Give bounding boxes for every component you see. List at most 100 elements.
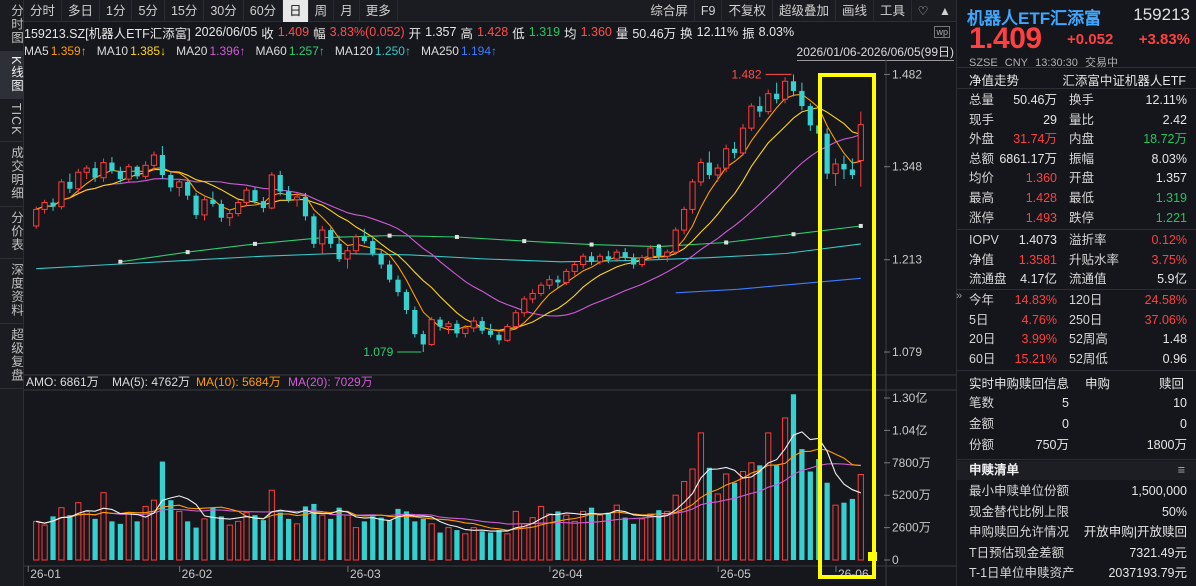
candle-body <box>445 323 452 328</box>
tab-kline-chart[interactable]: K线图 <box>0 51 24 99</box>
candle-body <box>361 236 367 242</box>
kline-chart[interactable]: 1.482 1.348 1.213 1.079 1.30亿 1.04亿 7800万 5200万… <box>24 60 956 586</box>
creation-list-row: 现金替代比例上限 50% <box>957 502 1196 523</box>
stat-value: 4.76% <box>1021 312 1057 327</box>
menu-icon[interactable]: ≡ <box>1177 463 1185 477</box>
amount-bar <box>344 514 351 561</box>
candle-body <box>790 81 797 91</box>
highlight-box <box>818 73 876 579</box>
candle-body <box>243 189 250 204</box>
period-intraday-button[interactable]: 分时 <box>24 0 63 22</box>
composite-screen-button[interactable]: 综合屏 <box>644 0 695 22</box>
candle-body <box>142 164 149 177</box>
candle-body <box>286 191 292 200</box>
amount-bar <box>142 505 149 561</box>
ma60-line <box>120 225 861 263</box>
amount-bar <box>370 516 376 560</box>
period-multiday-button[interactable]: 多日 <box>62 0 101 22</box>
rows2-row: 流通盘 4.17亿 流通值 5.9亿 <box>957 270 1196 289</box>
candle-body <box>706 162 712 175</box>
amount-bar <box>218 516 224 560</box>
amount-bar <box>799 449 805 560</box>
creation-list-row: T日预估现金差额 7321.49元 <box>957 543 1196 564</box>
candle-body <box>781 80 789 100</box>
candle-body <box>277 174 283 192</box>
amount-bar <box>159 461 166 560</box>
tab-super-replay[interactable]: 超级复盘 <box>0 324 24 389</box>
candle-body <box>328 230 334 244</box>
creation-list-header[interactable]: 申赎清单 ≡ <box>957 461 1196 480</box>
list-key: T-1日单位申赎资产 <box>969 566 1075 581</box>
amount-bar <box>664 510 671 561</box>
tab-intraday-chart[interactable]: 分时图 <box>0 0 24 52</box>
sub-key: 金额 <box>969 417 995 431</box>
amount-bar <box>420 518 426 560</box>
low-label: 低 <box>512 26 525 41</box>
rows1-row: 均价 1.360 开盘 1.357 <box>957 169 1196 188</box>
heart-icon[interactable]: ♡ <box>917 3 929 18</box>
wp-badge[interactable]: wp <box>934 26 950 38</box>
candle-body <box>824 133 830 174</box>
rows1-row: 总额 6861.17万 振幅 8.03% <box>957 150 1196 169</box>
period-15min-button[interactable]: 15分 <box>165 0 205 22</box>
candle-body <box>378 253 384 265</box>
tab-tick[interactable]: TICK <box>0 99 24 143</box>
candle-body <box>437 319 443 327</box>
candle-body <box>487 330 494 335</box>
candle-body <box>571 264 578 272</box>
period-month-button[interactable]: 月 <box>334 0 360 22</box>
amount-bar <box>41 524 48 561</box>
candle-body <box>555 279 561 283</box>
amount-bar <box>765 432 772 561</box>
stat-key: IOPV <box>969 233 999 247</box>
period-1min-button[interactable]: 1分 <box>100 0 133 22</box>
tab-trade-detail[interactable]: 成交明细 <box>0 142 24 208</box>
redeem-col-header: 赎回 <box>1158 377 1184 391</box>
arrow-up-icon[interactable]: ▲ <box>939 3 951 18</box>
exchange-label: SZSE <box>969 57 998 69</box>
candle-body <box>462 327 469 334</box>
candle-body <box>117 170 123 180</box>
tab-depth-data[interactable]: 深度资料 <box>0 259 24 324</box>
stat-value: 50.46万 <box>1013 93 1057 107</box>
amount-bar <box>757 465 763 560</box>
amount-bar <box>33 520 40 561</box>
period-30min-button[interactable]: 30分 <box>204 0 244 22</box>
stat-key: 总量 <box>969 93 995 107</box>
period-60min-button[interactable]: 60分 <box>244 0 284 22</box>
period-5min-button[interactable]: 5分 <box>132 0 165 22</box>
candle-body <box>832 163 839 175</box>
f9-button[interactable]: F9 <box>695 0 723 22</box>
draw-line-button[interactable]: 画线 <box>836 0 874 22</box>
period-more-button[interactable]: 更多 <box>360 0 398 22</box>
date-range-label[interactable]: 2026/01/06-2026/06/05(99日) <box>796 45 954 61</box>
price-tick-label: 1.348 <box>892 160 922 174</box>
candle-body <box>193 195 199 215</box>
period-week-button[interactable]: 周 <box>309 0 335 22</box>
quote-panel: 机器人ETF汇添富 159213 1.409 +0.052 +3.83% SZS… <box>956 0 1196 586</box>
candle-body <box>50 202 56 207</box>
stat-value: 29 <box>1043 112 1057 127</box>
amount-bar <box>563 514 570 561</box>
amo-legend-item: MA(10): 5684万 <box>196 375 281 389</box>
super-overlay-button[interactable]: 超级叠加 <box>773 0 836 22</box>
nav-trend-link[interactable]: 净值走势 <box>969 74 1020 88</box>
candle-body <box>849 169 855 175</box>
candle-body <box>605 256 611 260</box>
index-name: 汇添富中证机器人ETF <box>1062 74 1186 88</box>
stat-key: 升贴水率 <box>1069 252 1120 267</box>
expand-panel-icon[interactable]: » <box>956 290 963 302</box>
tab-price-table[interactable]: 分价表 <box>0 207 24 259</box>
amount-bar <box>596 514 604 561</box>
amount-bar <box>832 504 839 561</box>
subscription-row: 份额 750万 1800万 <box>957 436 1196 455</box>
tools-button[interactable]: 工具 <box>874 0 912 22</box>
subscribe-value: 750万 <box>1035 438 1069 452</box>
no-adjust-button[interactable]: 不复权 <box>722 0 773 22</box>
amount-bar <box>134 521 140 560</box>
candle-body <box>311 216 317 244</box>
period-day-button[interactable]: 日 <box>283 0 309 22</box>
amo-ma20-line <box>36 463 861 525</box>
avg-label: 均 <box>564 26 577 41</box>
candle-body <box>150 154 158 166</box>
